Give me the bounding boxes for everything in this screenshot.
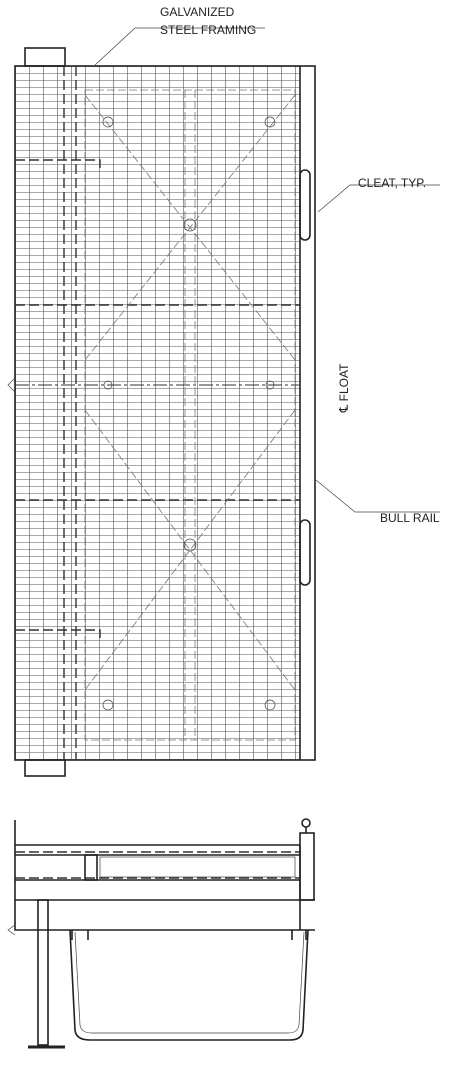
bracing: [84, 90, 296, 740]
frame: [14, 65, 316, 761]
label: ℄ FLOAT: [337, 363, 351, 413]
label: GALVANIZED: [160, 5, 235, 19]
elevation-view: [7, 818, 315, 1049]
leaders: [94, 27, 440, 513]
label: CLEAT, TYP.: [358, 176, 426, 190]
plan-view: [7, 47, 316, 777]
joists: [15, 159, 300, 638]
grating: [15, 66, 300, 760]
bolts: [102, 116, 276, 711]
cleat: [299, 169, 311, 241]
label: BULL RAIL: [380, 511, 440, 525]
cleat: [299, 519, 311, 586]
label: STEEL FRAMING: [160, 23, 256, 37]
break: [7, 377, 16, 393]
stringer: [63, 66, 77, 760]
tab: [24, 47, 66, 67]
tab: [24, 759, 66, 777]
outline: [84, 89, 296, 741]
